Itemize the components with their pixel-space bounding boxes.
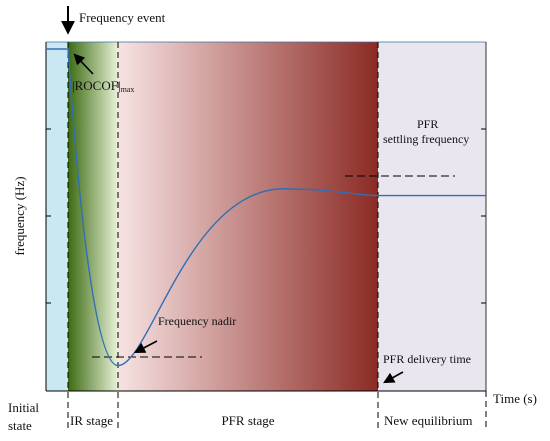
nadir-label: Frequency nadir: [158, 314, 236, 328]
axes: [45, 41, 487, 392]
settling-label-line1: PFR: [417, 117, 438, 131]
stage-label-ir: IR stage: [70, 413, 113, 428]
stage-label-initial-line2: state: [8, 418, 32, 433]
rocof-arrow: [73, 53, 94, 75]
labels: Frequency event |ROCOF|max Frequency nad…: [8, 10, 537, 433]
delivery-arrow: [383, 371, 404, 384]
stage-label-initial-line1: Initial: [8, 400, 39, 415]
nadir-arrow: [134, 340, 158, 354]
new-equilibrium-region: [378, 42, 486, 391]
rocof-main: |ROCOF|: [72, 78, 121, 93]
stage-label-equilibrium: New equilibrium: [384, 413, 472, 428]
frequency-event-label: Frequency event: [79, 10, 166, 25]
delivery-label: PFR delivery time: [383, 352, 471, 366]
initial-state-region: [46, 42, 68, 391]
y-axis-label: frequency (Hz): [12, 176, 27, 255]
reference-lines: [92, 175, 455, 358]
arrows: [61, 6, 404, 384]
y-ticks: [46, 128, 486, 304]
stage-label-pfr: PFR stage: [221, 413, 274, 428]
stage-label-initial: Initial state: [8, 400, 42, 433]
settling-label-line2: settling frequency: [383, 132, 469, 146]
rocof-sub: max: [121, 85, 135, 94]
rocof-label: |ROCOF|max: [72, 78, 134, 94]
ir-stage-region: [68, 42, 118, 391]
frequency-curve: [46, 48, 486, 367]
x-axis-label: Time (s): [493, 391, 537, 406]
pfr-stage-region: [118, 42, 378, 391]
stage-regions: [46, 42, 486, 391]
